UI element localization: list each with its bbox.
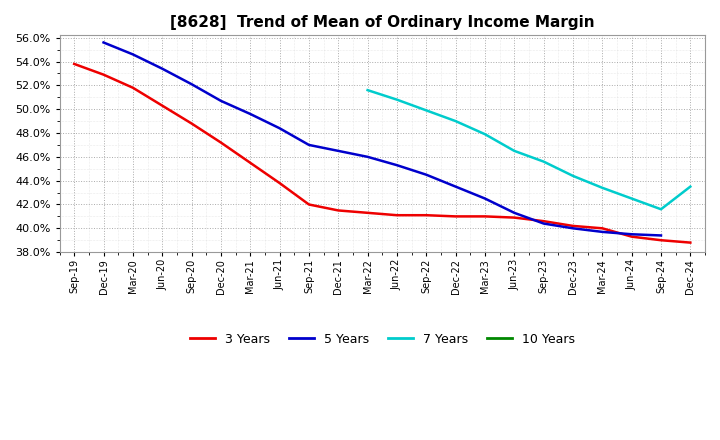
7 Years <box>657 207 665 212</box>
3 Years <box>598 226 607 231</box>
5 Years <box>129 52 138 57</box>
3 Years <box>187 121 196 126</box>
5 Years <box>217 98 225 103</box>
3 Years <box>99 72 108 77</box>
5 Years <box>451 184 460 189</box>
5 Years <box>422 172 431 177</box>
5 Years <box>510 210 518 216</box>
5 Years <box>99 40 108 45</box>
5 Years <box>598 229 607 235</box>
7 Years <box>481 132 490 137</box>
3 Years <box>246 160 255 165</box>
5 Years <box>392 162 401 168</box>
3 Years <box>217 140 225 145</box>
3 Years <box>364 210 372 216</box>
5 Years <box>569 226 577 231</box>
7 Years <box>686 184 695 189</box>
5 Years <box>539 221 548 226</box>
3 Years <box>129 85 138 90</box>
7 Years <box>627 196 636 201</box>
Line: 3 Years: 3 Years <box>74 64 690 242</box>
7 Years <box>392 97 401 102</box>
3 Years <box>334 208 343 213</box>
7 Years <box>569 173 577 179</box>
5 Years <box>657 233 665 238</box>
3 Years <box>539 219 548 224</box>
5 Years <box>481 196 490 201</box>
Line: 7 Years: 7 Years <box>368 90 690 209</box>
3 Years <box>627 234 636 239</box>
5 Years <box>246 111 255 117</box>
Legend: 3 Years, 5 Years, 7 Years, 10 Years: 3 Years, 5 Years, 7 Years, 10 Years <box>185 328 580 351</box>
3 Years <box>275 180 284 186</box>
7 Years <box>539 159 548 164</box>
5 Years <box>158 66 166 71</box>
3 Years <box>686 240 695 245</box>
5 Years <box>334 148 343 154</box>
3 Years <box>569 223 577 228</box>
7 Years <box>364 88 372 93</box>
3 Years <box>422 213 431 218</box>
5 Years <box>187 81 196 87</box>
3 Years <box>657 238 665 243</box>
5 Years <box>627 231 636 237</box>
3 Years <box>451 214 460 219</box>
5 Years <box>305 142 313 147</box>
3 Years <box>481 214 490 219</box>
7 Years <box>598 185 607 191</box>
7 Years <box>422 108 431 113</box>
Line: 5 Years: 5 Years <box>104 43 661 235</box>
3 Years <box>70 61 78 66</box>
Title: [8628]  Trend of Mean of Ordinary Income Margin: [8628] Trend of Mean of Ordinary Income … <box>170 15 595 30</box>
7 Years <box>451 118 460 124</box>
5 Years <box>364 154 372 159</box>
3 Years <box>158 103 166 108</box>
5 Years <box>275 125 284 131</box>
3 Years <box>305 202 313 207</box>
3 Years <box>392 213 401 218</box>
7 Years <box>510 148 518 154</box>
3 Years <box>510 215 518 220</box>
